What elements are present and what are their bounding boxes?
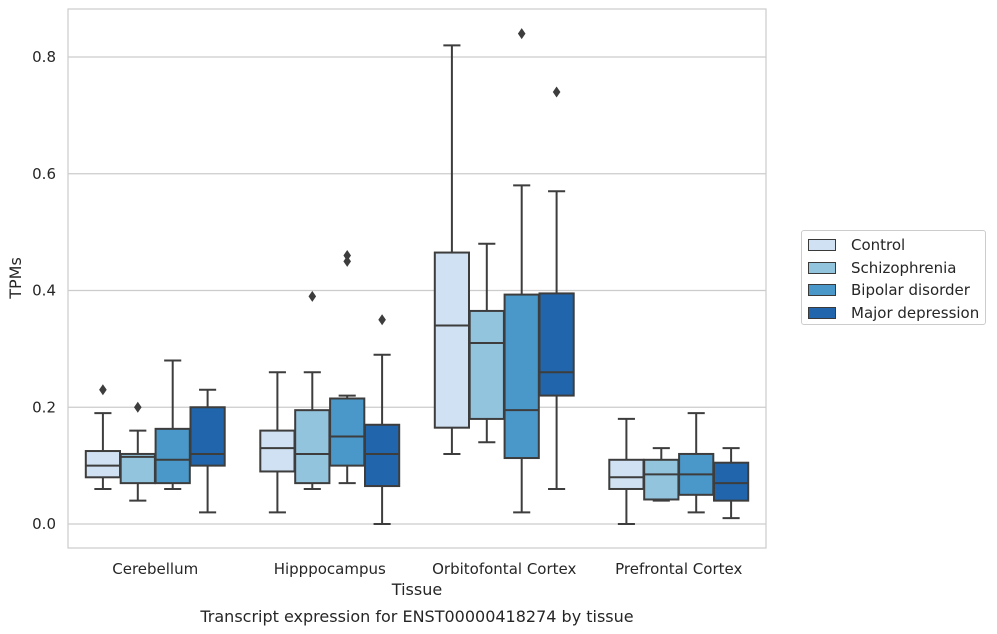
box xyxy=(84,384,122,490)
y-axis-label: TPMs xyxy=(6,257,25,300)
legend-label: Major depression xyxy=(851,303,980,322)
box xyxy=(119,401,156,502)
y-tick-labels: 0.0 0.2 0.4 0.6 0.8 xyxy=(32,48,56,533)
y-tick-label: 0.6 xyxy=(32,165,56,183)
x-tick-label: Hipppocampus xyxy=(274,560,386,578)
box xyxy=(643,447,680,502)
x-tick-label: Prefrontal Cortex xyxy=(615,560,742,578)
box-iqr xyxy=(712,461,750,502)
box xyxy=(468,242,505,444)
legend-swatch xyxy=(808,239,836,251)
outlier-point xyxy=(99,384,107,396)
plot-frame xyxy=(67,8,767,549)
box xyxy=(329,249,366,485)
outlier-point xyxy=(378,314,386,326)
legend-swatch xyxy=(808,306,836,319)
legend-item: Bipolar disorder xyxy=(808,281,970,299)
legend-label: Schizophrenia xyxy=(851,258,957,277)
box-iqr xyxy=(329,397,366,467)
box xyxy=(712,447,750,520)
box-iqr xyxy=(433,251,471,429)
legend-label: Control xyxy=(851,236,906,254)
outlier-point xyxy=(308,290,317,302)
box xyxy=(608,417,645,525)
y-tick-label: 0.8 xyxy=(32,48,56,66)
outlier-point xyxy=(343,249,351,261)
box-iqr xyxy=(119,452,156,485)
box xyxy=(363,314,401,525)
box-series xyxy=(84,28,750,525)
box-iqr xyxy=(538,292,575,397)
outlier-point xyxy=(134,401,142,413)
y-tick-label: 0.2 xyxy=(32,398,56,416)
box xyxy=(503,28,540,514)
box xyxy=(538,86,575,490)
x-tick-label: Orbitofontal Cortex xyxy=(432,560,576,578)
x-tick-label: Cerebellum xyxy=(112,560,198,578)
box-iqr xyxy=(84,450,122,479)
x-axis-label: Tissue xyxy=(391,580,442,599)
box-iqr xyxy=(189,406,226,467)
box-iqr xyxy=(294,409,331,485)
outlier-point xyxy=(552,86,561,98)
box xyxy=(678,412,715,514)
box xyxy=(154,359,191,490)
legend-item: Major depression xyxy=(808,304,979,322)
legend-swatch xyxy=(808,261,836,274)
box xyxy=(294,290,331,490)
y-tick-label: 0.0 xyxy=(32,515,56,533)
outlier-point xyxy=(517,28,526,40)
gridlines xyxy=(68,56,766,525)
outlier-point xyxy=(343,255,351,267)
box xyxy=(433,44,471,455)
box-iqr xyxy=(503,293,540,460)
box-iqr xyxy=(154,427,191,485)
legend-label: Bipolar disorder xyxy=(851,281,970,299)
legend-swatch xyxy=(808,284,836,296)
box-iqr xyxy=(363,423,401,488)
legend-item: Schizophrenia xyxy=(808,259,956,277)
box-iqr xyxy=(468,309,505,420)
x-tick-labels: Cerebellum Hipppocampus Orbitofontal Corte… xyxy=(112,560,742,578)
chart-title: Transcript expression for ENST0000041827… xyxy=(199,607,633,626)
box-iqr xyxy=(608,458,645,490)
box xyxy=(189,388,226,514)
box-iqr xyxy=(643,458,680,501)
y-tick-label: 0.4 xyxy=(32,282,56,300)
legend-item: Control xyxy=(808,236,905,254)
legend: Control Schizophrenia Bipolar disorder Majo… xyxy=(801,230,986,325)
box-iqr xyxy=(259,429,296,473)
box xyxy=(259,371,296,514)
